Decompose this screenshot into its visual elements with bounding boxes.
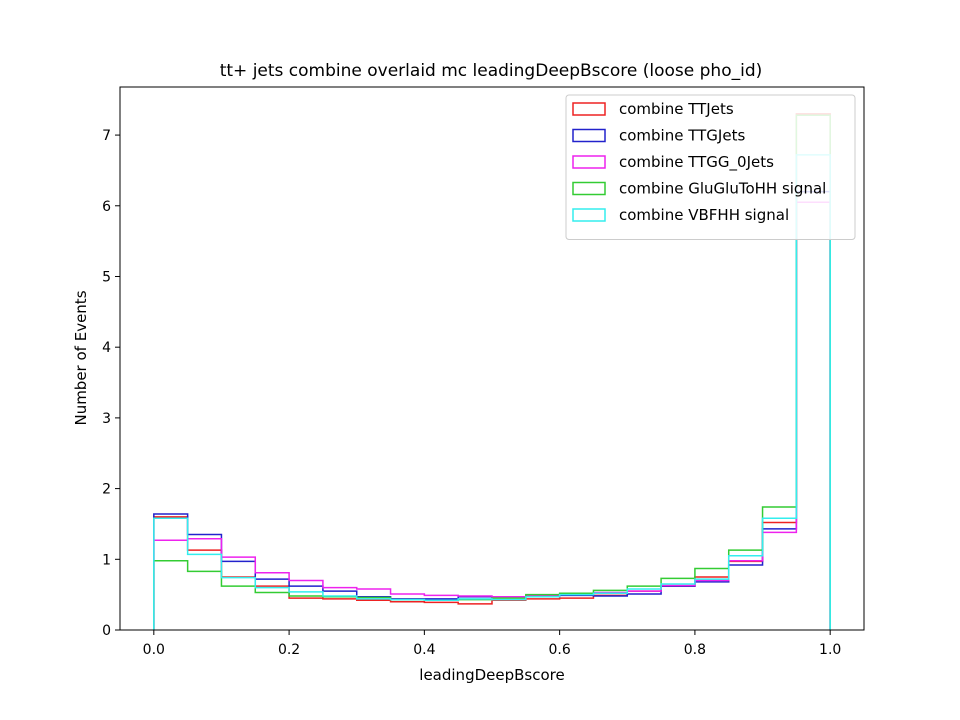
plot-area bbox=[153, 113, 831, 630]
x-tick-label: 0.0 bbox=[143, 642, 165, 658]
x-axis-label: leadingDeepBscore bbox=[419, 666, 564, 684]
y-tick-label: 6 bbox=[102, 199, 111, 215]
plot-frame bbox=[119, 86, 865, 631]
legend-label: combine GluGluToHH signal bbox=[619, 180, 826, 198]
legend-swatch bbox=[572, 208, 606, 222]
legend-label: combine TTGJets bbox=[619, 127, 745, 145]
legend-label: combine TTGG_0Jets bbox=[619, 153, 774, 172]
y-tick-label: 3 bbox=[102, 411, 111, 427]
legend-swatch bbox=[572, 128, 606, 143]
legend-swatch bbox=[572, 181, 606, 196]
legend-swatch bbox=[572, 155, 606, 169]
legend-label: combine VBFHH signal bbox=[619, 206, 789, 224]
legend-frame bbox=[565, 94, 856, 240]
y-tick-label: 0 bbox=[102, 623, 111, 639]
x-tick-label: 0.4 bbox=[413, 642, 435, 658]
y-axis: 0 1 2 3 4 5 6 7 bbox=[102, 128, 120, 639]
x-axis: 0.0 0.2 0.4 0.6 0.8 1.0 bbox=[143, 630, 841, 658]
legend: combine TTJets combine TTGJets combine TTG… bbox=[565, 94, 856, 240]
y-tick-label: 5 bbox=[102, 269, 111, 285]
x-tick-label: 0.2 bbox=[278, 642, 300, 658]
y-tick-label: 1 bbox=[102, 552, 111, 568]
y-tick-label: 7 bbox=[102, 128, 111, 144]
series-step-5 bbox=[153, 154, 831, 630]
chart-title: tt+ jets combine overlaid mc leadingDeep… bbox=[220, 61, 763, 81]
y-tick-label: 4 bbox=[102, 340, 111, 356]
legend-label: combine TTJets bbox=[619, 100, 734, 118]
x-tick-label: 0.6 bbox=[549, 642, 571, 658]
y-axis-label: Number of Events bbox=[72, 290, 90, 425]
legend-swatch bbox=[572, 102, 606, 116]
x-tick-label: 1.0 bbox=[819, 642, 841, 658]
y-tick-label: 2 bbox=[102, 482, 111, 498]
x-tick-label: 0.8 bbox=[684, 642, 706, 658]
